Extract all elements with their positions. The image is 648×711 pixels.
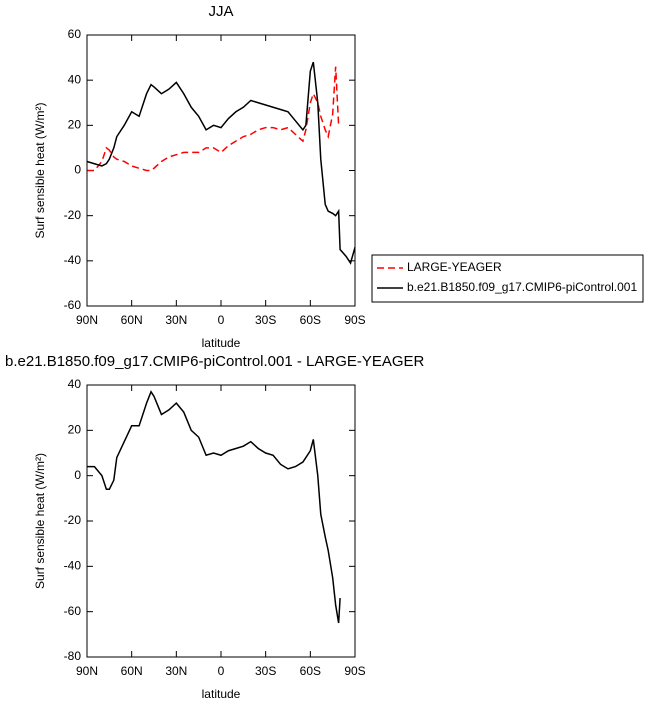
x-tick-label: 30N <box>165 313 187 327</box>
chart-title: JJA <box>208 3 233 20</box>
y-tick-label: 40 <box>68 72 82 86</box>
x-tick-label: 30S <box>255 664 276 678</box>
legend-box <box>371 254 644 303</box>
data-line <box>86 61 356 265</box>
chart-title: b.e21.B1850.f09_g17.CMIP6-piControl.001 … <box>5 353 425 370</box>
y-tick-label: 60 <box>68 27 82 41</box>
y-tick-label: 40 <box>68 377 82 391</box>
x-tick-label: 30N <box>165 664 187 678</box>
y-tick-label: -40 <box>64 253 82 267</box>
x-tick-label: 0 <box>218 313 225 327</box>
x-tick-label: 0 <box>218 664 225 678</box>
y-axis-label: Surf sensible heat (W/m²) <box>33 453 47 589</box>
x-tick-label: 90S <box>344 664 365 678</box>
x-tick-label: 30S <box>255 313 276 327</box>
y-tick-label: -40 <box>64 559 82 573</box>
data-line <box>87 390 341 624</box>
y-tick-label: -60 <box>64 604 82 618</box>
plot-frame <box>86 384 356 658</box>
x-tick-label: 60N <box>121 313 143 327</box>
x-axis-label: latitude <box>202 687 241 701</box>
x-tick-label: 90N <box>76 313 98 327</box>
y-tick-label: 20 <box>68 118 82 132</box>
y-tick-label: 20 <box>68 423 82 437</box>
y-axis-label: Surf sensible heat (W/m²) <box>33 102 47 238</box>
x-axis-label: latitude <box>202 336 241 350</box>
y-tick-label: 0 <box>74 468 81 482</box>
y-tick-label: -60 <box>64 298 82 312</box>
x-tick-label: 60S <box>300 313 321 327</box>
plot-frame <box>86 34 356 307</box>
y-tick-label: -20 <box>64 513 82 527</box>
legend-label: b.e21.B1850.f09_g17.CMIP6-piControl.001 <box>407 280 637 294</box>
legend-label: LARGE-YEAGER <box>407 260 502 274</box>
x-tick-label: 90N <box>76 664 98 678</box>
y-tick-label: -80 <box>64 649 82 663</box>
x-tick-label: 60S <box>300 664 321 678</box>
y-tick-label: -20 <box>64 208 82 222</box>
x-tick-label: 60N <box>121 664 143 678</box>
data-line <box>87 66 340 172</box>
y-tick-label: 0 <box>74 163 81 177</box>
x-tick-label: 90S <box>344 313 365 327</box>
